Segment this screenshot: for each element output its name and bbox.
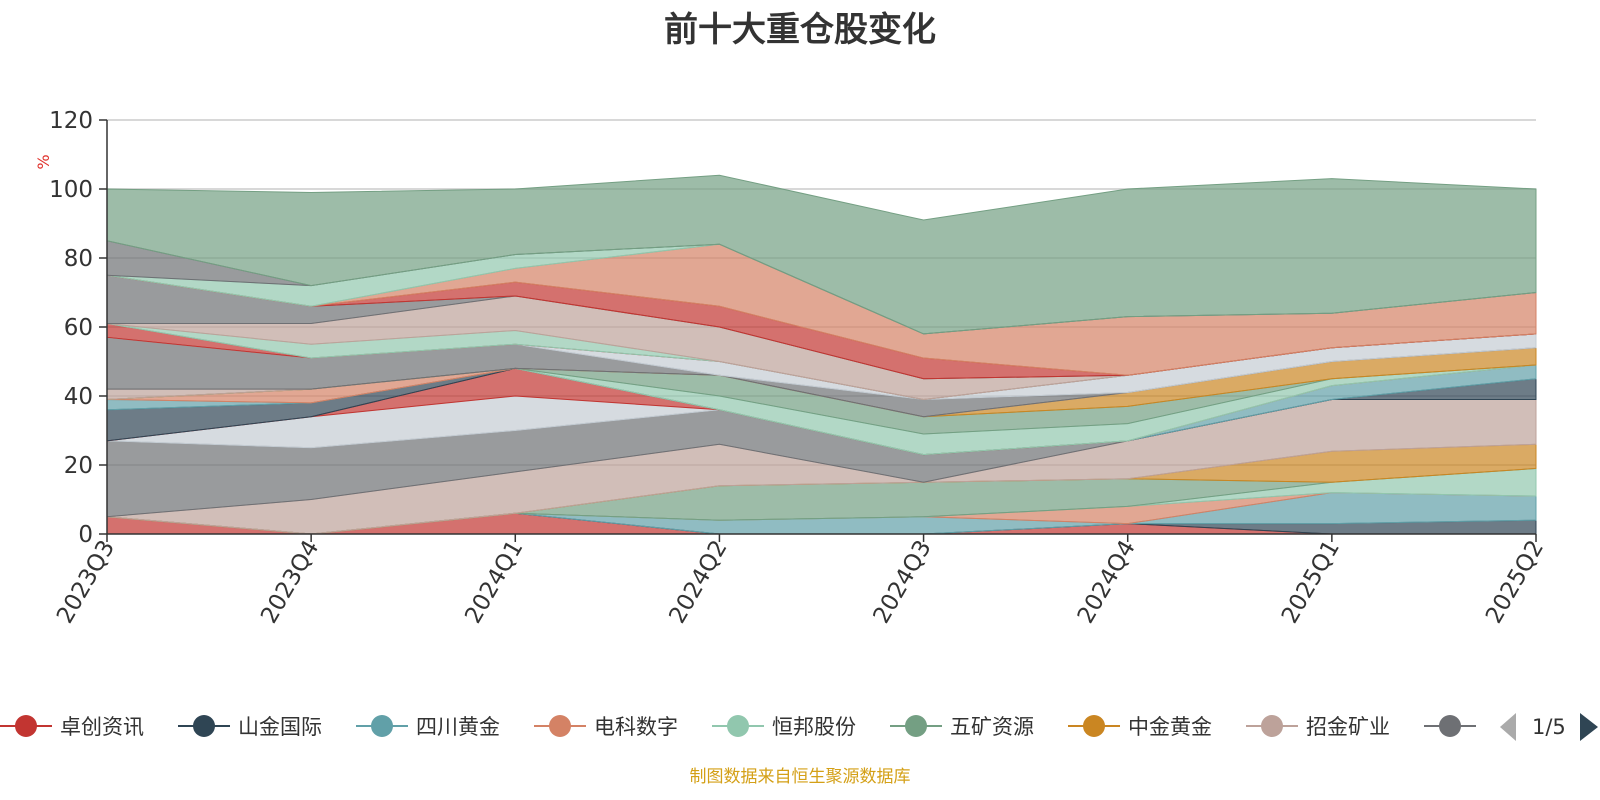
legend-label: 电科数字 (594, 715, 678, 739)
legend-page-indicator: 1/5 (1532, 715, 1566, 739)
x-tick-label: 2025Q1 (1277, 536, 1345, 628)
legend-item[interactable]: 紫金矿业 (1424, 708, 1484, 744)
x-tick-label: 2024Q1 (460, 536, 528, 628)
y-tick-label: 100 (49, 177, 93, 203)
x-tick-label: 2025Q2 (1481, 536, 1549, 628)
x-tick-label: 2024Q2 (664, 536, 732, 628)
legend-label: 中金黄金 (1128, 715, 1212, 739)
chart-title: 前十大重仓股变化 (664, 10, 936, 50)
stacked-areas (106, 174, 1537, 535)
legend-label: 五矿资源 (950, 715, 1034, 739)
legend-marker-icon (1246, 715, 1298, 737)
legend-item[interactable]: 电科数字 (534, 708, 678, 744)
legend-label: 山金国际 (238, 715, 322, 739)
y-axis-label: % (34, 154, 53, 169)
legend-marker-icon (1424, 715, 1476, 737)
legend-marker-icon (0, 715, 52, 737)
x-tick-label: 2024Q3 (869, 536, 937, 628)
legend-marker-icon (356, 715, 408, 737)
source-note: 制图数据来自恒生聚源数据库 (689, 767, 911, 787)
legend-next-page-button[interactable] (1579, 713, 1598, 741)
legend-label: 恒邦股份 (772, 715, 856, 739)
legend-item[interactable]: 中金黄金 (1068, 708, 1212, 744)
x-tick-label: 2023Q3 (52, 536, 120, 628)
y-tick-label: 60 (64, 315, 93, 341)
legend-marker-icon (178, 715, 230, 737)
legend-item[interactable]: 五矿资源 (890, 708, 1034, 744)
legend-item[interactable]: 招金矿业 (1246, 708, 1390, 744)
y-tick-label: 120 (49, 108, 93, 134)
y-tick-label: 40 (64, 384, 93, 410)
legend-marker-icon (890, 715, 942, 737)
legend-label: 招金矿业 (1306, 715, 1390, 739)
y-tick-label: 20 (64, 453, 93, 479)
legend-marker-icon (1068, 715, 1120, 737)
legend-item[interactable]: 恒邦股份 (712, 708, 856, 744)
chart-plot: 0 20 40 60 80 100 120% 2023Q3 2023Q4 2024Q1 2024Q2… (34, 108, 1549, 628)
x-tick-label: 2023Q4 (256, 536, 324, 628)
legend-label: 卓创资讯 (60, 715, 144, 739)
legend-prev-page-button[interactable] (1500, 713, 1516, 741)
x-tick-label: 2024Q4 (1073, 536, 1141, 628)
area-series-系列29[interactable] (106, 174, 1537, 335)
legend-item[interactable]: 四川黄金 (356, 708, 500, 744)
legend: 卓创资讯 山金国际 四川黄金 电科数字 恒邦股份 五矿资源 中金黄金 招金矿业 紫金矿业 (0, 708, 1484, 744)
legend-marker-icon (712, 715, 764, 737)
y-tick-label: 80 (64, 246, 93, 272)
legend-item[interactable]: 山金国际 (178, 708, 322, 744)
legend-item[interactable]: 卓创资讯 (0, 708, 144, 744)
y-tick-label: 0 (78, 522, 93, 548)
legend-pager: 1/5 (1500, 712, 1598, 742)
legend-marker-icon (534, 715, 586, 737)
legend-label: 四川黄金 (416, 715, 500, 739)
